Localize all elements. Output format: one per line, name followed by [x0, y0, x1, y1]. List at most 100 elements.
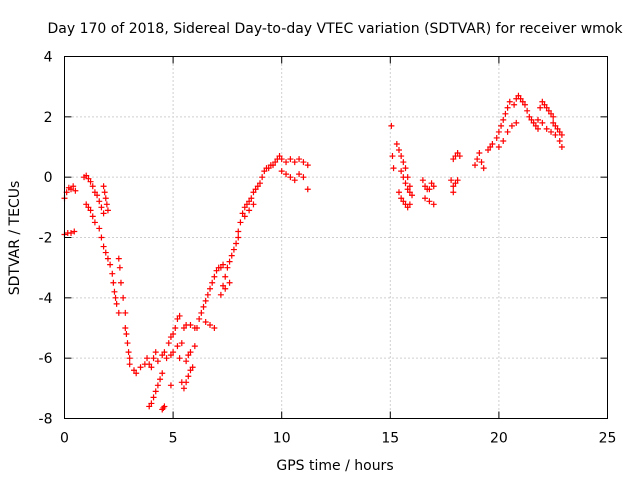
data-point	[406, 189, 413, 196]
data-point	[552, 122, 559, 129]
data-point	[89, 213, 96, 220]
data-point	[450, 183, 457, 190]
data-point	[548, 128, 555, 135]
data-point	[98, 204, 105, 211]
data-point	[283, 159, 290, 166]
data-point	[404, 204, 411, 211]
data-point	[539, 98, 546, 105]
data-point	[224, 264, 231, 271]
data-point	[261, 168, 268, 175]
data-point	[454, 177, 461, 184]
data-point	[296, 156, 303, 163]
x-tick-label: 25	[599, 431, 617, 447]
data-point	[504, 104, 511, 111]
data-point	[543, 125, 550, 132]
y-tick-label: -6	[39, 351, 53, 367]
data-point	[485, 147, 492, 154]
data-point	[300, 174, 307, 181]
data-point	[296, 171, 303, 178]
data-point	[211, 273, 218, 280]
data-point	[217, 291, 224, 298]
data-point	[112, 294, 119, 301]
data-point	[230, 246, 237, 253]
data-point	[226, 258, 233, 265]
data-point	[272, 159, 279, 166]
data-point	[98, 234, 105, 241]
data-point	[165, 340, 172, 347]
data-point	[304, 162, 311, 169]
data-point	[131, 367, 138, 374]
data-point	[508, 122, 515, 129]
data-point	[404, 186, 411, 193]
data-point	[107, 261, 114, 268]
data-point	[426, 186, 433, 193]
data-point	[388, 122, 395, 129]
data-point	[500, 137, 507, 144]
data-points	[61, 92, 565, 413]
data-point	[250, 201, 257, 208]
data-point	[91, 189, 98, 196]
data-point	[526, 113, 533, 120]
data-point	[89, 183, 96, 190]
data-point	[287, 174, 294, 181]
data-point	[124, 340, 131, 347]
data-point	[454, 150, 461, 157]
data-point	[101, 189, 108, 196]
data-point	[235, 228, 242, 235]
data-point	[474, 156, 481, 163]
data-point	[148, 400, 155, 407]
data-point	[489, 140, 496, 147]
data-point	[430, 201, 437, 208]
data-point	[157, 376, 164, 383]
chart-title: Day 170 of 2018, Sidereal Day-to-day VTE…	[48, 21, 624, 37]
data-point	[191, 343, 198, 350]
data-point	[117, 279, 124, 286]
data-point	[287, 156, 294, 163]
data-point	[183, 358, 190, 365]
data-point	[400, 198, 407, 205]
data-point	[183, 379, 190, 386]
data-point	[398, 195, 405, 202]
data-point	[400, 174, 407, 181]
data-point	[104, 207, 111, 214]
data-point	[537, 104, 544, 111]
data-point	[250, 189, 257, 196]
y-tick-label: -2	[39, 231, 53, 247]
data-point	[185, 373, 192, 380]
data-point	[100, 210, 107, 217]
data-point	[519, 98, 526, 105]
data-point	[167, 382, 174, 389]
x-tick-label: 0	[60, 431, 69, 447]
data-point	[148, 364, 155, 371]
x-tick-label: 15	[381, 431, 399, 447]
data-point	[72, 187, 79, 194]
data-point	[291, 177, 298, 184]
data-point	[539, 119, 546, 126]
data-point	[150, 355, 157, 362]
data-point	[170, 331, 177, 338]
data-point	[500, 116, 507, 123]
data-point	[506, 98, 513, 105]
data-point	[278, 156, 285, 163]
data-point	[111, 288, 118, 295]
data-point	[252, 186, 259, 193]
data-point	[419, 177, 426, 184]
data-point	[502, 110, 509, 117]
data-point	[103, 201, 110, 208]
data-point	[113, 300, 120, 307]
data-point	[534, 116, 541, 123]
data-point	[222, 273, 229, 280]
data-point	[100, 243, 107, 250]
data-point	[256, 180, 263, 187]
data-point	[187, 349, 194, 356]
y-tick-label: 0	[44, 170, 53, 186]
data-point	[476, 150, 483, 157]
data-point	[528, 116, 535, 123]
data-point	[398, 168, 405, 175]
data-point	[68, 229, 75, 236]
x-tick-label: 20	[490, 431, 508, 447]
data-point	[448, 177, 455, 184]
data-point	[554, 125, 561, 132]
y-axis-label: SDTVAR / TECUs	[7, 181, 23, 296]
